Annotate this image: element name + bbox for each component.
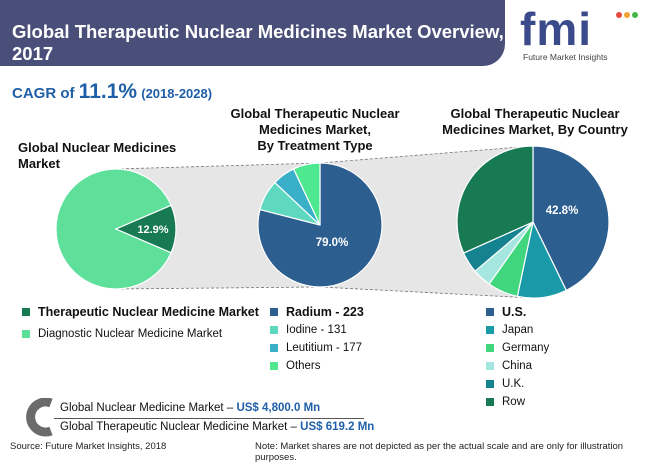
footer-note: Note: Market shares are not depicted as … [255, 441, 624, 463]
legend-swatch [270, 362, 278, 370]
legend-item: Germany [486, 339, 549, 357]
legend-item: Others [270, 357, 364, 375]
chart1-title: Global Nuclear Medicines Market [18, 140, 177, 171]
total-dash: – [290, 421, 297, 433]
pie-slice-therapeutic [114, 204, 177, 254]
footer-source: Source: Future Market Insights, 2018 [10, 441, 167, 452]
totals-ring-icon [26, 398, 53, 437]
total-value: US$ 619.2 Mn [300, 421, 375, 433]
legend-label: Others [286, 360, 321, 372]
legend-item: Radium - 223 [270, 303, 364, 321]
pie-slice-diagnostic [55, 168, 172, 290]
legend-label: Therapeutic Nuclear Medicine Market [38, 305, 259, 319]
total-label: Global Therapeutic Nuclear Medicine Mark… [60, 421, 288, 433]
page-title: Global Therapeutic Nuclear Medicines Mar… [12, 21, 504, 64]
legend-chart2: Radium - 223 Iodine - 131 Leutitium - 17… [270, 303, 364, 375]
cagr-value: 11.1% [78, 80, 138, 103]
legend-swatch [486, 344, 494, 352]
chart3-title-line: Medicines Market, By Country [442, 122, 628, 137]
legend-label: Japan [502, 324, 534, 336]
total-line-2: Global Therapeutic Nuclear Medicine Mark… [60, 421, 374, 433]
legend-swatch [22, 330, 30, 338]
logo-subtitle: Future Market Insights [523, 52, 608, 62]
legend-swatch [486, 380, 494, 388]
total-divider [54, 418, 364, 419]
data-label: 42.8% [546, 205, 579, 217]
chart3-title: Global Therapeutic Nuclear Medicines Mar… [430, 106, 640, 138]
logo-dot [616, 12, 622, 18]
legend-item: U.K. [486, 375, 549, 393]
chart2-title-line: By Treatment Type [257, 138, 373, 153]
data-label: 12.9% [137, 224, 168, 236]
legend-swatch [270, 326, 278, 334]
legend-label: China [502, 360, 533, 372]
legend-label: Row [502, 396, 526, 408]
cagr-prefix: CAGR of [12, 85, 75, 102]
legend-label: U.S. [502, 305, 527, 319]
legend-label: Germany [502, 342, 550, 354]
pie-slice-row [456, 145, 534, 254]
chart3-title-line: Global Therapeutic Nuclear [450, 106, 620, 121]
legend-label: Leutitium - 177 [286, 342, 363, 354]
legend-chart3: U.S. Japan Germany China U.K. Row [486, 303, 549, 411]
legend-chart1: Therapeutic Nuclear Medicine Market Diag… [22, 303, 259, 343]
legend-item: U.S. [486, 303, 549, 321]
connector-line [115, 162, 321, 170]
cagr-text: CAGR of 11.1% (2018-2028) [12, 80, 212, 104]
legend-label: Diagnostic Nuclear Medicine Market [38, 328, 223, 340]
chart2-title-line: Global Therapeutic Nuclear [230, 106, 400, 121]
pie-slice-us [532, 145, 610, 292]
total-label: Global Nuclear Medicine Market [60, 402, 224, 414]
title-bar: Global Therapeutic Nuclear Medicines Mar… [0, 0, 505, 66]
legend-label: Iodine - 131 [286, 324, 347, 336]
logo-dot [624, 12, 630, 18]
legend-item: China [486, 357, 549, 375]
chart2-title-line: Medicines Market, [259, 122, 371, 137]
legend-label: Radium - 223 [286, 305, 364, 319]
legend-swatch [22, 308, 30, 316]
cagr-period: (2018-2028) [141, 86, 213, 101]
legend-swatch [486, 326, 494, 334]
total-line-1: Global Nuclear Medicine Market – US$ 4,8… [60, 402, 320, 414]
data-label: 79.0% [316, 237, 349, 249]
fmi-logo: fmi Future Market Insights [520, 3, 640, 64]
legend-swatch [270, 308, 278, 316]
legend-swatch [486, 398, 494, 406]
legend-swatch [486, 308, 494, 316]
legend-swatch [486, 362, 494, 370]
connector-line [319, 286, 534, 299]
logo-dot [632, 12, 638, 18]
legend-item: Japan [486, 321, 549, 339]
legend-swatch [270, 344, 278, 352]
chart2-title: Global Therapeutic Nuclear Medicines Mar… [230, 106, 400, 154]
logo-text: fmi [520, 3, 592, 55]
connector-line [319, 145, 534, 164]
legend-item: Diagnostic Nuclear Medicine Market [22, 325, 259, 343]
total-value: US$ 4,800.0 Mn [236, 402, 321, 414]
total-dash: – [226, 402, 234, 414]
legend-item: Row [486, 393, 549, 411]
legend-item: Iodine - 131 [270, 321, 364, 339]
legend-item: Leutitium - 177 [270, 339, 364, 357]
legend-item: Therapeutic Nuclear Medicine Market [22, 303, 259, 321]
connector-line [115, 286, 321, 290]
legend-label: U.K. [502, 378, 525, 390]
pie-slice-others [292, 162, 321, 226]
